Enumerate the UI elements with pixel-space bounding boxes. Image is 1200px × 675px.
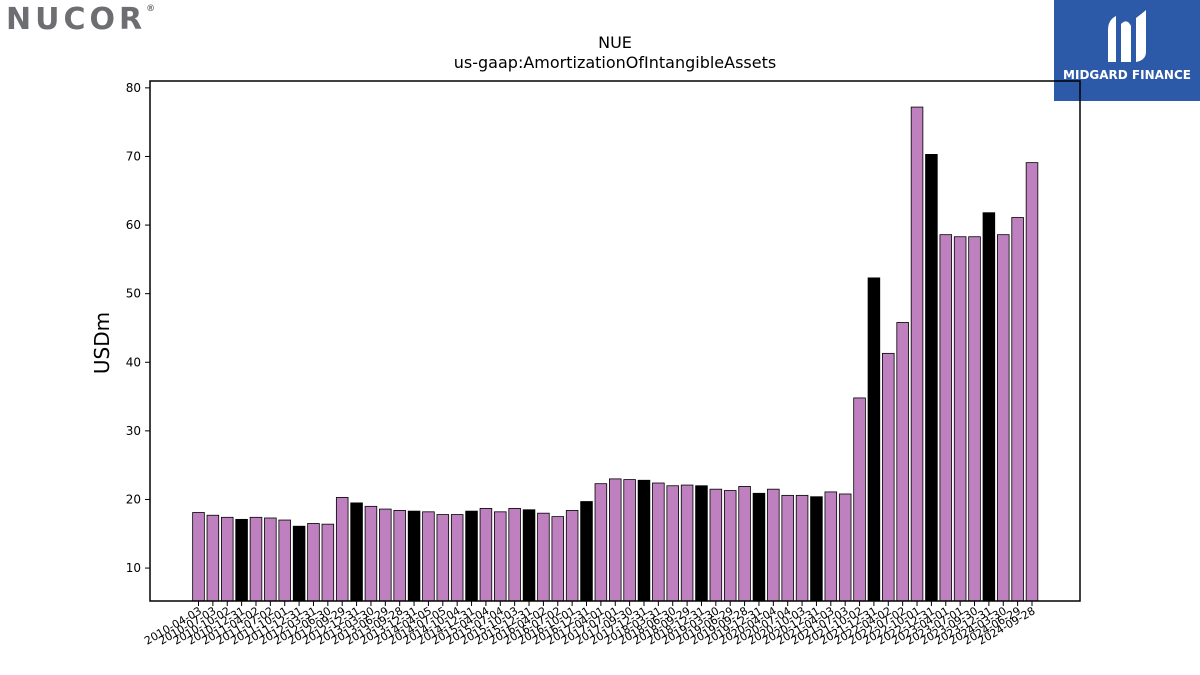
bar-2014-12-31: [465, 510, 478, 602]
bar-2018-03-31: [652, 482, 665, 602]
plot-frame: [149, 80, 1081, 602]
y-tick-label-80: 80: [126, 81, 141, 95]
nucor-logo-text: NUCOR: [6, 2, 147, 37]
bar-2015-10-03: [508, 507, 521, 602]
bar-2021-10-02: [853, 397, 866, 602]
bar-2019-09-28: [738, 486, 751, 602]
bar-2017-07-01: [609, 478, 622, 602]
y-tick-label-70: 70: [126, 149, 141, 163]
bar-2022-12-31: [925, 153, 938, 602]
bar-2011-07-02: [264, 517, 277, 602]
bar-2022-07-02: [896, 322, 909, 602]
bar-2011-10-01: [278, 519, 291, 602]
bar-2018-12-31: [695, 485, 708, 602]
bar-2020-12-31: [810, 496, 823, 602]
bar-2012-03-31: [307, 523, 320, 602]
bar-2013-09-28: [393, 510, 406, 602]
bar-2011-12-31: [292, 525, 306, 602]
bar-2015-04-04: [479, 507, 493, 602]
bar-2016-12-31: [580, 501, 593, 602]
bar-2024-06-29: [1011, 217, 1024, 602]
bar-2023-12-31: [982, 212, 996, 602]
bar-2018-06-30: [666, 485, 679, 602]
y-tick-label-60: 60: [126, 218, 141, 232]
bar-2019-12-31: [752, 492, 766, 602]
bar-2023-04-01: [939, 234, 953, 602]
bar-2021-12-31: [867, 277, 881, 602]
bar-2016-04-02: [537, 512, 550, 602]
bar-2021-07-03: [838, 493, 852, 602]
bar-2014-07-05: [436, 514, 450, 602]
bar-2012-06-30: [321, 523, 335, 602]
bar-2022-04-02: [882, 352, 895, 602]
bars-group: [192, 106, 1039, 602]
bar-2020-10-03: [795, 494, 809, 602]
bar-2010-12-31: [235, 518, 248, 602]
bar-2017-04-01: [594, 483, 608, 602]
bar-2010-04-03: [192, 512, 205, 602]
y-axis-ticks: 10 20 30 40 50 60 70 80: [126, 81, 150, 575]
bar-2013-06-29: [379, 508, 392, 602]
bar-2014-10-04: [450, 514, 464, 602]
y-tick-label-30: 30: [126, 424, 141, 438]
bar-2019-06-29: [723, 490, 737, 602]
y-tick-label-40: 40: [126, 355, 141, 369]
y-tick-label-20: 20: [126, 492, 141, 506]
bar-2015-12-31: [522, 509, 536, 602]
bar-2013-12-31: [407, 510, 421, 602]
nucor-logo: NUCOR®: [6, 2, 155, 37]
bar-2015-07-04: [494, 511, 507, 602]
bar-2013-03-30: [364, 505, 378, 602]
bar-2016-07-02: [551, 516, 565, 602]
bar-2023-07-01: [953, 236, 967, 602]
midgard-m-icon: [1108, 10, 1146, 62]
bar-2021-04-03: [824, 491, 838, 602]
midgard-finance-logo-text: MIDGARD FINANCE: [1063, 68, 1191, 82]
y-axis-label: USDm: [90, 312, 114, 374]
bar-2020-04-04: [767, 488, 780, 602]
bar-2016-10-01: [565, 510, 579, 602]
registered-mark: ®: [146, 4, 156, 14]
bar-2022-10-01: [910, 106, 924, 602]
bar-2014-04-05: [422, 511, 435, 602]
bar-2018-09-29: [680, 484, 694, 602]
x-axis-ticks: 2010-04-032010-07-032010-10-022010-12-31…: [142, 601, 1038, 648]
bar-2012-12-31: [350, 502, 363, 602]
chart-title: NUE: [598, 33, 632, 52]
bar-2024-09-28: [1025, 162, 1039, 602]
bar-2017-12-31: [637, 479, 651, 602]
bar-2023-09-30: [968, 236, 981, 602]
y-tick-label-50: 50: [126, 287, 141, 301]
bar-2019-03-30: [709, 488, 723, 602]
bar-2012-09-29: [335, 497, 349, 602]
bar-2010-10-02: [220, 516, 234, 602]
midgard-finance-logo: MIDGARD FINANCE: [1054, 0, 1200, 101]
bar-2010-07-03: [206, 514, 220, 602]
bar-2024-03-30: [997, 234, 1010, 602]
y-tick-label-10: 10: [126, 561, 141, 575]
bar-2017-09-30: [623, 479, 636, 602]
bar-2020-07-04: [781, 494, 794, 602]
chart-subtitle: us-gaap:AmortizationOfIntangibleAssets: [454, 53, 776, 72]
bar-2011-04-02: [249, 516, 263, 602]
